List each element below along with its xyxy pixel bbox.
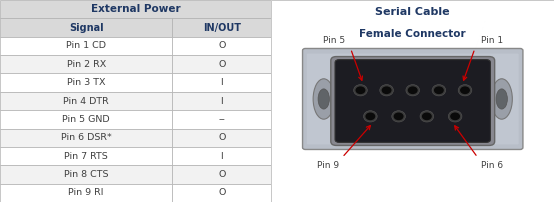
Text: Pin 5 GND: Pin 5 GND (63, 115, 110, 124)
Bar (172, 128, 271, 147)
Bar (172, 165, 271, 184)
Text: Pin 9 RI: Pin 9 RI (69, 188, 104, 197)
Bar (0, 74, 172, 92)
Bar (172, 55, 271, 74)
Ellipse shape (408, 86, 418, 94)
Bar (0, 128, 172, 147)
Text: Pin 6: Pin 6 (481, 161, 503, 170)
Ellipse shape (394, 113, 403, 120)
Text: Pin 2 RX: Pin 2 RX (66, 60, 106, 69)
Bar (0, 55, 172, 74)
Ellipse shape (356, 86, 366, 94)
Ellipse shape (406, 85, 419, 96)
Ellipse shape (448, 111, 462, 122)
Bar (0, 18, 172, 37)
Ellipse shape (363, 111, 377, 122)
Text: O: O (218, 60, 225, 69)
Bar (0, 37, 172, 55)
Bar (172, 147, 271, 165)
Ellipse shape (379, 85, 393, 96)
Text: Serial Cable: Serial Cable (376, 7, 450, 17)
Text: Pin 1: Pin 1 (481, 36, 503, 45)
Bar (0, 92, 172, 110)
FancyBboxPatch shape (307, 54, 519, 144)
Text: Pin 7 RTS: Pin 7 RTS (64, 152, 108, 161)
Ellipse shape (496, 89, 507, 109)
FancyBboxPatch shape (302, 48, 523, 149)
Bar (172, 184, 271, 202)
FancyBboxPatch shape (335, 60, 490, 142)
Text: O: O (218, 170, 225, 179)
Bar (0, 147, 172, 165)
Text: Signal: Signal (69, 23, 104, 33)
Text: IN/OUT: IN/OUT (203, 23, 241, 33)
Text: --: -- (218, 115, 225, 124)
Text: O: O (218, 41, 225, 50)
Bar (172, 74, 271, 92)
Text: Pin 5: Pin 5 (322, 36, 345, 45)
Ellipse shape (422, 113, 432, 120)
Bar (0, 165, 172, 184)
Ellipse shape (432, 85, 446, 96)
Ellipse shape (420, 111, 434, 122)
Bar (0, 110, 172, 128)
Ellipse shape (318, 89, 330, 109)
Text: I: I (220, 152, 223, 161)
Ellipse shape (460, 86, 470, 94)
Ellipse shape (458, 85, 472, 96)
Ellipse shape (366, 113, 375, 120)
Ellipse shape (392, 111, 406, 122)
Bar (172, 37, 271, 55)
Text: I: I (220, 97, 223, 105)
Ellipse shape (382, 86, 392, 94)
Ellipse shape (353, 85, 367, 96)
Text: Pin 4 DTR: Pin 4 DTR (63, 97, 109, 105)
Text: Female Connector: Female Connector (360, 29, 466, 39)
Bar (172, 92, 271, 110)
Ellipse shape (450, 113, 460, 120)
Bar (0, 184, 172, 202)
Text: External Power: External Power (91, 4, 181, 14)
Bar (172, 110, 271, 128)
Text: Pin 6 DSR*: Pin 6 DSR* (61, 133, 111, 142)
Ellipse shape (491, 79, 512, 119)
Text: O: O (218, 188, 225, 197)
Text: O: O (218, 133, 225, 142)
Text: Pin 9: Pin 9 (317, 161, 339, 170)
Ellipse shape (434, 86, 444, 94)
Bar (172, 18, 271, 37)
Text: Pin 1 CD: Pin 1 CD (66, 41, 106, 50)
Bar (0, 0, 271, 18)
FancyBboxPatch shape (331, 57, 495, 145)
Text: Pin 3 TX: Pin 3 TX (67, 78, 105, 87)
Ellipse shape (313, 79, 334, 119)
Text: Pin 8 CTS: Pin 8 CTS (64, 170, 109, 179)
Text: I: I (220, 78, 223, 87)
